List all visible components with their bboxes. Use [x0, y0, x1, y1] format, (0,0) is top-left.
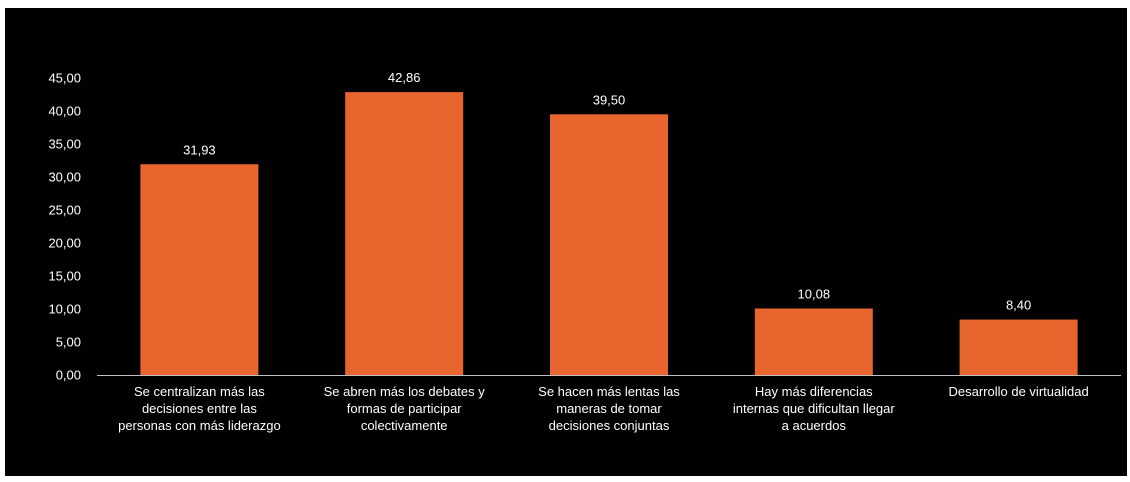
category-label: Hay más diferencias internas que dificult… — [733, 384, 896, 433]
bar-chart: 0,00 5,00 10,00 15,00 20,00 25,00 30,00 35,00 40… — [48, 70, 1121, 433]
y-tick-label: 20,00 — [48, 236, 81, 251]
data-label: 10,08 — [798, 286, 831, 301]
y-tick-label: 25,00 — [48, 203, 81, 218]
category-label: Se abren más los debates y formas de part… — [324, 384, 486, 433]
bar — [754, 308, 873, 375]
chart-panel: 0,00 5,00 10,00 15,00 20,00 25,00 30,00 35,00 40… — [5, 8, 1127, 476]
bar — [550, 114, 668, 376]
y-tick-label: 0,00 — [56, 368, 81, 383]
category-labels: Se centralizan más las decisiones entre l… — [118, 384, 1089, 433]
y-tick-label: 30,00 — [48, 170, 81, 185]
y-tick-label: 45,00 — [48, 71, 81, 86]
y-axis: 0,00 5,00 10,00 15,00 20,00 25,00 30,00 35,00 40… — [48, 71, 81, 383]
category-label: Se hacen más lentas las maneras de tomar d… — [538, 384, 680, 433]
y-tick-label: 10,00 — [48, 302, 81, 317]
data-label: 39,50 — [593, 92, 626, 107]
bar — [140, 164, 259, 375]
data-labels: 31,93 42,86 39,50 10,08 8,40 — [183, 70, 1031, 312]
y-tick-label: 35,00 — [48, 137, 81, 152]
data-label: 8,40 — [1006, 298, 1031, 313]
category-label: Desarrollo de virtualidad — [949, 384, 1089, 399]
y-tick-label: 40,00 — [48, 104, 81, 119]
bars — [140, 92, 1078, 376]
bar — [345, 92, 464, 376]
category-label: Se centralizan más las decisiones entre l… — [118, 384, 281, 433]
y-tick-label: 5,00 — [56, 335, 81, 350]
bar — [959, 319, 1078, 375]
data-label: 31,93 — [183, 142, 216, 157]
y-tick-label: 15,00 — [48, 269, 81, 284]
data-label: 42,86 — [388, 70, 421, 85]
